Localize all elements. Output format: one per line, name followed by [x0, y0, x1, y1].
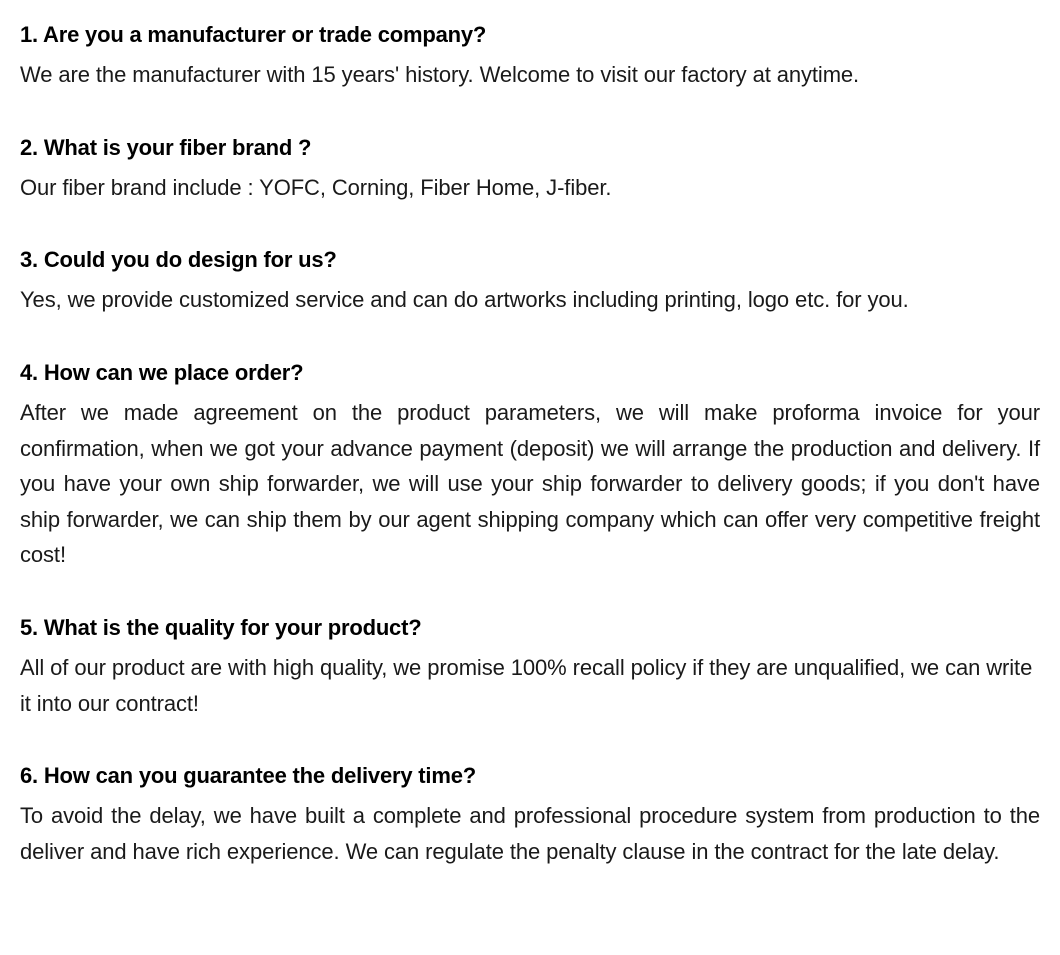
faq-answer: Yes, we provide customized service and c… [20, 282, 1040, 318]
faq-question: 3. Could you do design for us? [20, 243, 1040, 276]
faq-list: 1. Are you a manufacturer or trade compa… [20, 18, 1040, 870]
faq-item-1: 1. Are you a manufacturer or trade compa… [20, 18, 1040, 93]
faq-question: 4. How can we place order? [20, 356, 1040, 389]
faq-item-3: 3. Could you do design for us? Yes, we p… [20, 243, 1040, 318]
faq-item-6: 6. How can you guarantee the delivery ti… [20, 759, 1040, 869]
faq-item-2: 2. What is your fiber brand ? Our fiber … [20, 131, 1040, 206]
faq-answer: To avoid the delay, we have built a comp… [20, 798, 1040, 869]
faq-answer: Our fiber brand include : YOFC, Corning,… [20, 170, 1040, 206]
faq-item-4: 4. How can we place order? After we made… [20, 356, 1040, 573]
faq-question: 5. What is the quality for your product? [20, 611, 1040, 644]
faq-answer: After we made agreement on the product p… [20, 395, 1040, 573]
faq-question: 6. How can you guarantee the delivery ti… [20, 759, 1040, 792]
faq-question: 1. Are you a manufacturer or trade compa… [20, 18, 1040, 51]
faq-item-5: 5. What is the quality for your product?… [20, 611, 1040, 721]
faq-answer: We are the manufacturer with 15 years' h… [20, 57, 1040, 93]
faq-question: 2. What is your fiber brand ? [20, 131, 1040, 164]
faq-answer: All of our product are with high quality… [20, 650, 1040, 721]
